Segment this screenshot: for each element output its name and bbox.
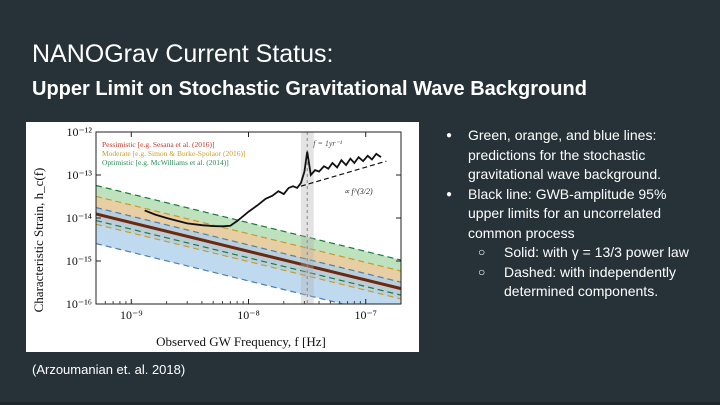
bullet-text: Green, orange, and blue lines: predictio… bbox=[468, 127, 662, 182]
y-tick-label: 10⁻¹³ bbox=[66, 168, 92, 182]
bullet-item: ● Green, orange, and blue lines: predict… bbox=[444, 126, 706, 185]
sub-bullet-circle-icon: ○ bbox=[478, 264, 486, 279]
bullet-text: Black line: GWB-amplitude 95% upper limi… bbox=[468, 185, 667, 241]
sub-bullet-item: ○ Solid: with γ = 13/3 power law bbox=[444, 243, 706, 263]
bullet-dot-icon: ● bbox=[446, 130, 453, 141]
legend-entry: Optimistic [e.g. McWilliams et al. (2014… bbox=[102, 158, 229, 167]
chart-xlabel: Observed GW Frequency, f [Hz] bbox=[156, 334, 326, 349]
prediction-bound-pessimistic bbox=[96, 243, 346, 304]
x-tick-label: 10⁻⁸ bbox=[237, 308, 260, 322]
sub-bullet-item: ○ Dashed: with independently determined … bbox=[444, 263, 706, 302]
sub-bullet-text: Dashed: with independently determined co… bbox=[504, 263, 677, 300]
slide-subtitle: Upper Limit on Stochastic Gravitational … bbox=[32, 78, 587, 100]
chart-ylabel: Characteristic Strain, h_c(f) bbox=[31, 168, 46, 313]
sub-bullet-text: Solid: with γ = 13/3 power law bbox=[504, 244, 689, 260]
plot-area: 10⁻¹² 10⁻¹³ 10⁻¹⁴ 10⁻¹⁵ 10⁻¹⁶ 10⁻⁹ 10⁻⁸ 10⁻⁷ Pes… bbox=[66, 125, 402, 322]
slope-guide-line bbox=[300, 160, 387, 187]
y-tick-label: 10⁻¹² bbox=[66, 125, 92, 139]
bullet-list: ● Green, orange, and blue lines: predict… bbox=[444, 126, 706, 302]
one-year-annotation: f = 1yr⁻¹ bbox=[313, 139, 343, 148]
x-tick-label: 10⁻⁷ bbox=[354, 308, 377, 322]
figure-caption: (Arzoumanian et. al. 2018) bbox=[32, 362, 186, 377]
upper-limit-line bbox=[144, 151, 382, 228]
legend-entry: Pessimistic [e.g. Sesana et al. (2016)] bbox=[102, 140, 214, 149]
footer-divider bbox=[0, 402, 720, 405]
prediction-bound-optimistic bbox=[96, 184, 401, 261]
slide-title: NANOGrav Current Status: bbox=[32, 40, 334, 68]
median-prediction-line bbox=[96, 212, 401, 291]
prediction-bound-optimistic bbox=[96, 219, 401, 296]
bullet-dot-icon: ● bbox=[446, 188, 453, 200]
prediction-bound-pessimistic bbox=[96, 207, 401, 283]
x-tick-label: 10⁻⁹ bbox=[120, 308, 143, 322]
y-tick-label: 10⁻¹⁵ bbox=[66, 254, 92, 268]
slope-annotation: ∝ f^(3/2) bbox=[344, 187, 373, 196]
plot-inner bbox=[96, 132, 401, 304]
legend-entry: Moderate [e.g. Simon & Burke-Spolaor (20… bbox=[102, 149, 246, 158]
y-tick-label: 10⁻¹⁴ bbox=[66, 211, 92, 225]
strain-chart: Characteristic Strain, h_c(f) Observed G… bbox=[26, 122, 419, 352]
prediction-bound-moderate bbox=[96, 223, 401, 300]
chart-svg: Characteristic Strain, h_c(f) Observed G… bbox=[31, 125, 402, 349]
sub-bullet-circle-icon: ○ bbox=[478, 245, 486, 259]
bullet-item: ● Black line: GWB-amplitude 95% upper li… bbox=[444, 185, 706, 244]
prediction-bound-moderate bbox=[96, 195, 401, 272]
y-tick-label: 10⁻¹⁶ bbox=[66, 297, 92, 311]
